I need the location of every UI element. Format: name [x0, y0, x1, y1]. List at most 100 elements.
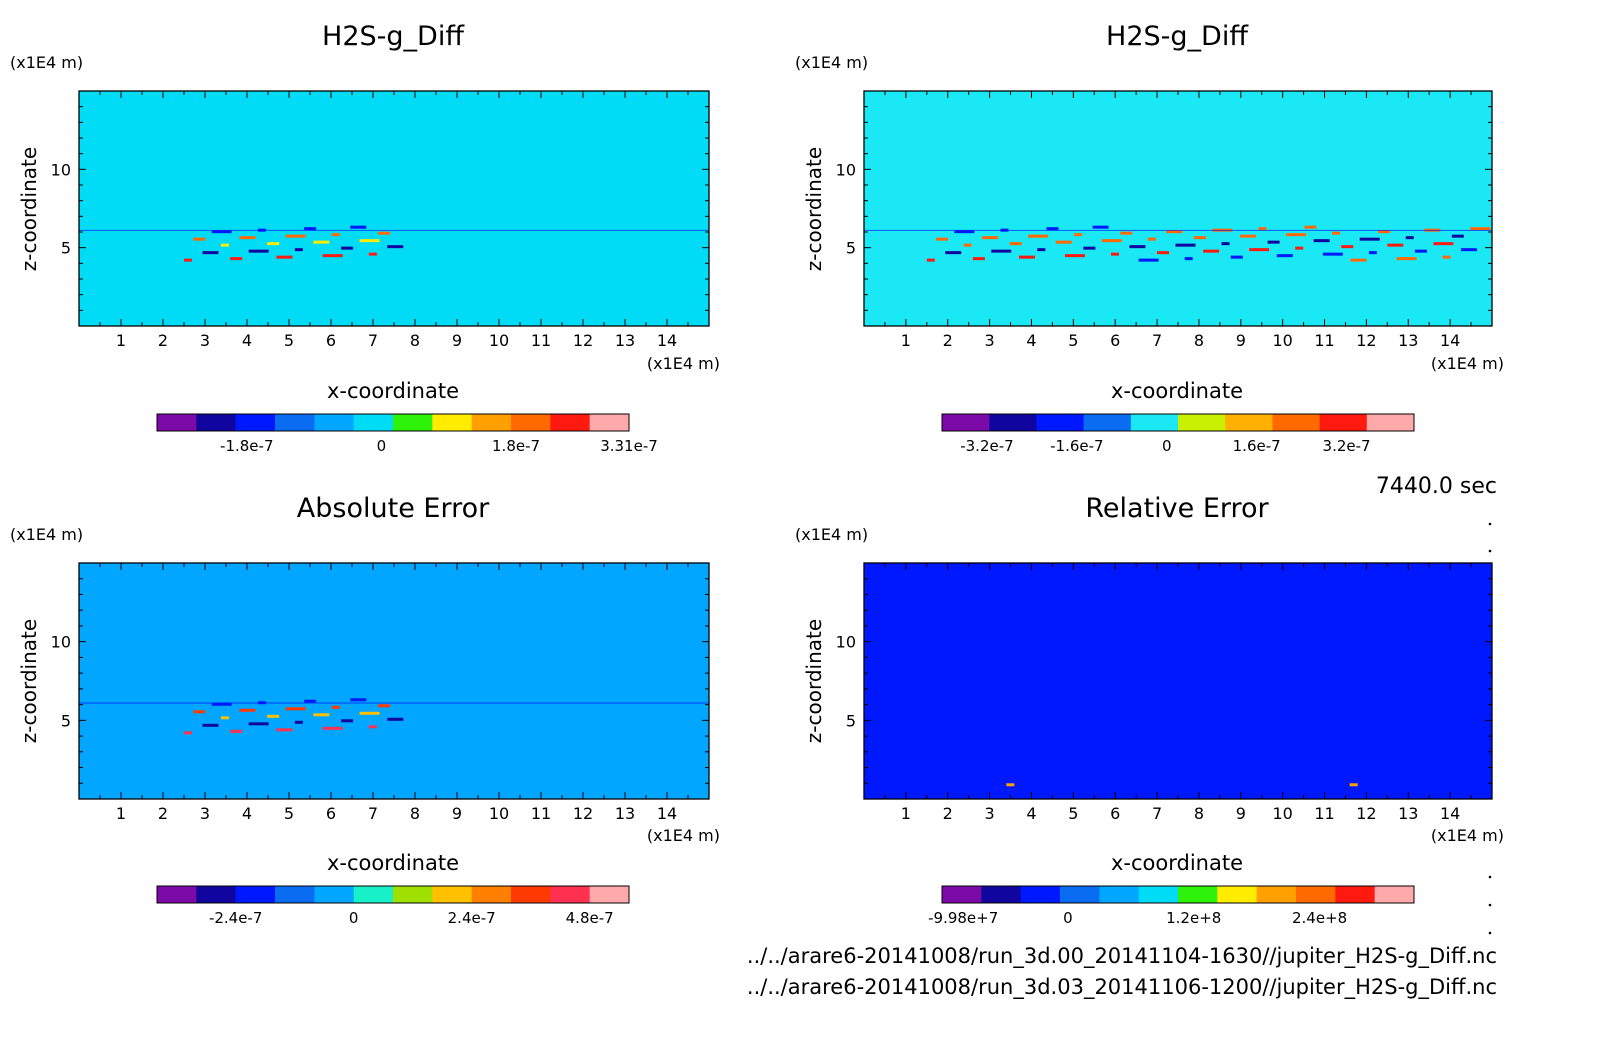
chart-panel-3: Absolute Error (x1E4 m) (x1E4 m) z-coordina… [10, 493, 720, 927]
x-tick-label: 8 [410, 331, 420, 350]
hotspot-mark [294, 720, 303, 724]
y-axis-unit: (x1E4 m) [10, 53, 83, 72]
hotspot-mark [1074, 233, 1083, 237]
y-axis-unit: (x1E4 m) [795, 525, 868, 544]
chart-title: H2S-g_Diff [322, 21, 465, 52]
colorbar-segment [511, 414, 551, 431]
hotspot-mark [936, 237, 949, 241]
hotspot-mark [322, 726, 343, 730]
hotspot-mark [1249, 248, 1270, 252]
hotspot-mark [1037, 248, 1046, 252]
x-tick-label: 14 [657, 804, 677, 823]
colorbar-segment [1020, 886, 1061, 903]
colorbar-label: -1.6e-7 [1050, 437, 1103, 455]
hotspot-mark [1046, 227, 1059, 231]
colorbar-segment [275, 414, 315, 431]
hotspot-mark [202, 251, 219, 255]
hotspot-mark [1267, 240, 1280, 244]
x-tick-label: 2 [158, 804, 168, 823]
x-tick-label: 2 [943, 331, 953, 350]
colorbar-segment [1335, 886, 1376, 903]
heatmap-field [79, 563, 709, 799]
hotspot-mark [285, 707, 306, 711]
hotspot-mark [1461, 248, 1478, 252]
colorbar-segment [1083, 414, 1132, 431]
colorbar-segment [1319, 414, 1368, 431]
hotspot-mark [1175, 243, 1196, 247]
colorbar: -1.8e-7 0 1.8e-7 3.31e-7 [156, 413, 658, 455]
hotspot-mark [1111, 252, 1120, 256]
colorbar-segment [942, 886, 982, 903]
colorbar-segment [989, 414, 1037, 431]
hotspot-mark [1120, 231, 1133, 235]
colorbar-segment [1217, 886, 1258, 903]
hotspot-mark [313, 713, 330, 717]
hotspot-mark [1359, 237, 1380, 241]
hotspot-mark [341, 246, 354, 250]
hotspot-mark [184, 731, 192, 735]
hotspot-mark [1184, 257, 1193, 261]
hotspot-mark [1349, 783, 1358, 787]
hotspot-mark [248, 722, 269, 726]
x-tick-label: 11 [531, 804, 551, 823]
hotspot-mark [184, 258, 192, 262]
x-tick-label: 6 [1110, 804, 1120, 823]
colorbar-segment [353, 414, 394, 431]
colorbar-segment [1178, 414, 1226, 431]
hotspot-mark [1470, 227, 1491, 231]
x-tick-label: 13 [615, 804, 635, 823]
hotspot-mark [267, 242, 280, 246]
x-tick-label: 9 [452, 804, 462, 823]
colorbar-label: 0 [1162, 437, 1172, 455]
x-tick-label: 5 [1068, 804, 1078, 823]
x-tick-label: 2 [943, 804, 953, 823]
x-tick-label: 3 [985, 804, 995, 823]
x-tick-label: 7 [368, 804, 378, 823]
hotspot-mark [1009, 242, 1022, 246]
y-tick-label: 10 [51, 160, 71, 179]
hotspot-mark [202, 723, 219, 727]
colorbar-segment [1366, 414, 1415, 431]
hotspot-mark [350, 225, 367, 229]
hotspot-mark [304, 699, 317, 703]
hotspot-mark [926, 258, 935, 262]
x-tick-label: 8 [1194, 804, 1204, 823]
heatmap-calm-region [1014, 127, 1342, 175]
hotspot-mark [1378, 230, 1391, 234]
hotspot-mark [350, 698, 367, 702]
hotspot-mark [1451, 234, 1464, 238]
y-axis-unit: (x1E4 m) [795, 53, 868, 72]
hotspot-mark [1313, 239, 1330, 243]
hotspot-mark [1239, 234, 1256, 238]
colorbar-segment [235, 886, 276, 903]
hotspot-mark [1147, 237, 1156, 241]
hotspot-mark [1350, 258, 1367, 262]
colorbar-label: -1.8e-7 [220, 437, 273, 455]
x-tick-label: 12 [573, 804, 593, 823]
hotspot-mark [331, 233, 340, 237]
colorbar-segment [1225, 414, 1273, 431]
x-tick-label: 11 [1314, 331, 1334, 350]
hotspot-mark [211, 702, 232, 706]
hotspot-mark [954, 230, 975, 234]
hotspot-mark [1258, 227, 1267, 231]
x-tick-label: 13 [615, 331, 635, 350]
colorbar-label: 1.8e-7 [492, 437, 540, 455]
x-tick-label: 3 [200, 331, 210, 350]
heatmap-calm-region [230, 599, 558, 647]
x-tick-label: 13 [1398, 331, 1418, 350]
time-label: 7440.0 sec [1376, 474, 1497, 499]
colorbar-segment [235, 414, 276, 431]
x-tick-label: 9 [1236, 804, 1246, 823]
chart-panel-4: Relative Error (x1E4 m) (x1E4 m) z-coordina… [795, 493, 1504, 927]
hotspot-mark [211, 230, 232, 234]
x-tick-label: 11 [531, 331, 551, 350]
hotspot-mark [368, 725, 377, 729]
colorbar-segment [157, 886, 197, 903]
hotspot-mark [220, 243, 229, 247]
heatmap-texture [864, 91, 1492, 326]
colorbar-label: -9.98e+7 [928, 909, 998, 927]
hotspot-mark [322, 254, 343, 258]
x-tick-label: 2 [158, 331, 168, 350]
